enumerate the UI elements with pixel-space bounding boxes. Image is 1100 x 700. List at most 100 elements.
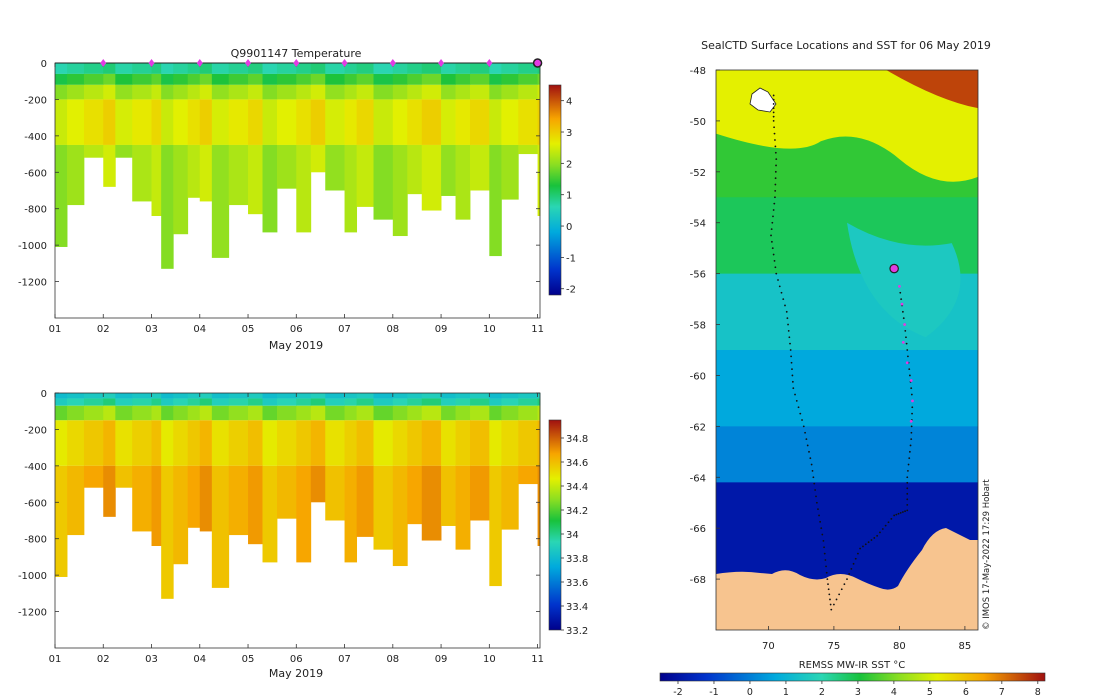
track-point — [772, 253, 775, 256]
profile-cell — [55, 465, 68, 577]
x-tick-label: 04 — [193, 324, 206, 335]
profile-cell — [470, 405, 490, 421]
profile-cell — [356, 405, 374, 421]
track-point — [772, 120, 775, 122]
profile-cell — [421, 63, 442, 74]
track-point — [908, 374, 911, 377]
profile-cell — [151, 465, 162, 546]
track-point — [806, 444, 809, 447]
y-tick-label: -1200 — [18, 608, 47, 619]
profile-cell — [67, 405, 85, 421]
surface-marker — [245, 59, 252, 67]
track-point — [774, 183, 777, 186]
y-tick-label: -200 — [24, 95, 47, 106]
profile-cell — [187, 84, 201, 100]
track-point — [823, 546, 825, 549]
track-point — [911, 412, 913, 415]
colorbar-tick-label: 4 — [566, 97, 572, 108]
x-tick-label: 01 — [49, 324, 62, 335]
profile-cell — [489, 99, 502, 145]
profile-cell — [161, 73, 174, 85]
track-point — [908, 368, 911, 370]
profile-cell — [151, 73, 162, 85]
track-point — [843, 583, 846, 586]
profile-cell — [325, 420, 345, 466]
profile-cell — [296, 420, 312, 466]
track-point — [775, 164, 777, 167]
profile-cell — [55, 405, 68, 421]
profile-cell — [211, 63, 230, 74]
profile-cell — [262, 393, 278, 399]
profile-cell — [356, 99, 374, 145]
track-point — [840, 588, 843, 591]
colorbar-tick-label: 33.6 — [566, 578, 588, 589]
sst-colorbar-tick-label: 6 — [963, 687, 969, 698]
cool-eddy — [847, 222, 961, 338]
sst-map-panel: SealCTD Surface Locations and SST for 06… — [659, 39, 1046, 698]
profile-cell — [518, 398, 538, 406]
track-point — [774, 266, 777, 269]
profile-cell — [470, 393, 490, 399]
track-point — [825, 565, 827, 568]
track-point — [846, 578, 848, 580]
map-frame — [715, 69, 979, 631]
colorbar-tick-label: 0 — [566, 222, 572, 233]
profile-cell — [344, 99, 358, 145]
profile-cell — [407, 84, 423, 100]
temperature-colorbar-ticks: 4 3 2 1 0 -1 -2 — [561, 97, 576, 296]
surface-marker — [100, 59, 107, 67]
profile-cell — [83, 398, 104, 406]
profile-cell — [344, 420, 358, 466]
profile-cell — [501, 398, 519, 406]
track-point — [829, 603, 832, 606]
lon-tick-label: 80 — [893, 641, 906, 652]
profile-cell — [132, 465, 152, 532]
profile-cell — [470, 144, 490, 191]
lat-tick-label: -66 — [690, 524, 706, 535]
profile-cell — [501, 63, 519, 74]
profile-cell — [518, 465, 538, 485]
y-tick-label: -400 — [24, 132, 47, 143]
track-point — [906, 487, 909, 490]
colorbar-tick-label: 34.8 — [566, 434, 588, 445]
profile-cell — [325, 63, 345, 74]
profile-cell — [344, 73, 358, 85]
track-point — [867, 541, 870, 544]
profile-cell — [211, 420, 230, 466]
track-point — [907, 355, 909, 358]
track-point — [790, 355, 793, 358]
temperature-title: Q9901147 Temperature — [231, 47, 362, 60]
profile-cell — [392, 393, 408, 399]
profile-cell — [228, 84, 249, 100]
colorbar-tick-label: 2 — [566, 159, 572, 170]
profile-cell — [421, 465, 442, 541]
profile-cell — [537, 398, 541, 406]
track-point — [775, 158, 778, 160]
lat-tick-label: -58 — [690, 321, 706, 332]
sst-colorbar-tick-label: -2 — [673, 687, 682, 698]
profile-cell — [173, 420, 189, 466]
profile-cell — [296, 393, 312, 399]
profile-cell — [276, 405, 297, 421]
profile-cell — [276, 73, 297, 85]
y-tick-label: 0 — [41, 59, 47, 70]
track-point — [819, 520, 822, 523]
profile-cell — [356, 73, 374, 85]
lat-tick-label: -50 — [690, 117, 706, 128]
profile-cell — [373, 73, 394, 85]
track-point — [905, 336, 907, 339]
track-point — [910, 393, 913, 396]
profile-cell — [55, 420, 68, 466]
y-tick-label: -600 — [24, 498, 47, 509]
profile-cell — [132, 99, 152, 145]
warm-eddy — [886, 70, 978, 109]
profile-cell — [356, 393, 374, 399]
profile-cell — [407, 99, 423, 145]
profile-cell — [55, 99, 68, 145]
profile-cell — [489, 465, 502, 587]
sst-band — [716, 426, 978, 483]
track-point — [809, 457, 812, 460]
y-tick-label: -1200 — [18, 278, 47, 289]
surface-marker — [293, 59, 300, 67]
track-point — [862, 545, 864, 548]
